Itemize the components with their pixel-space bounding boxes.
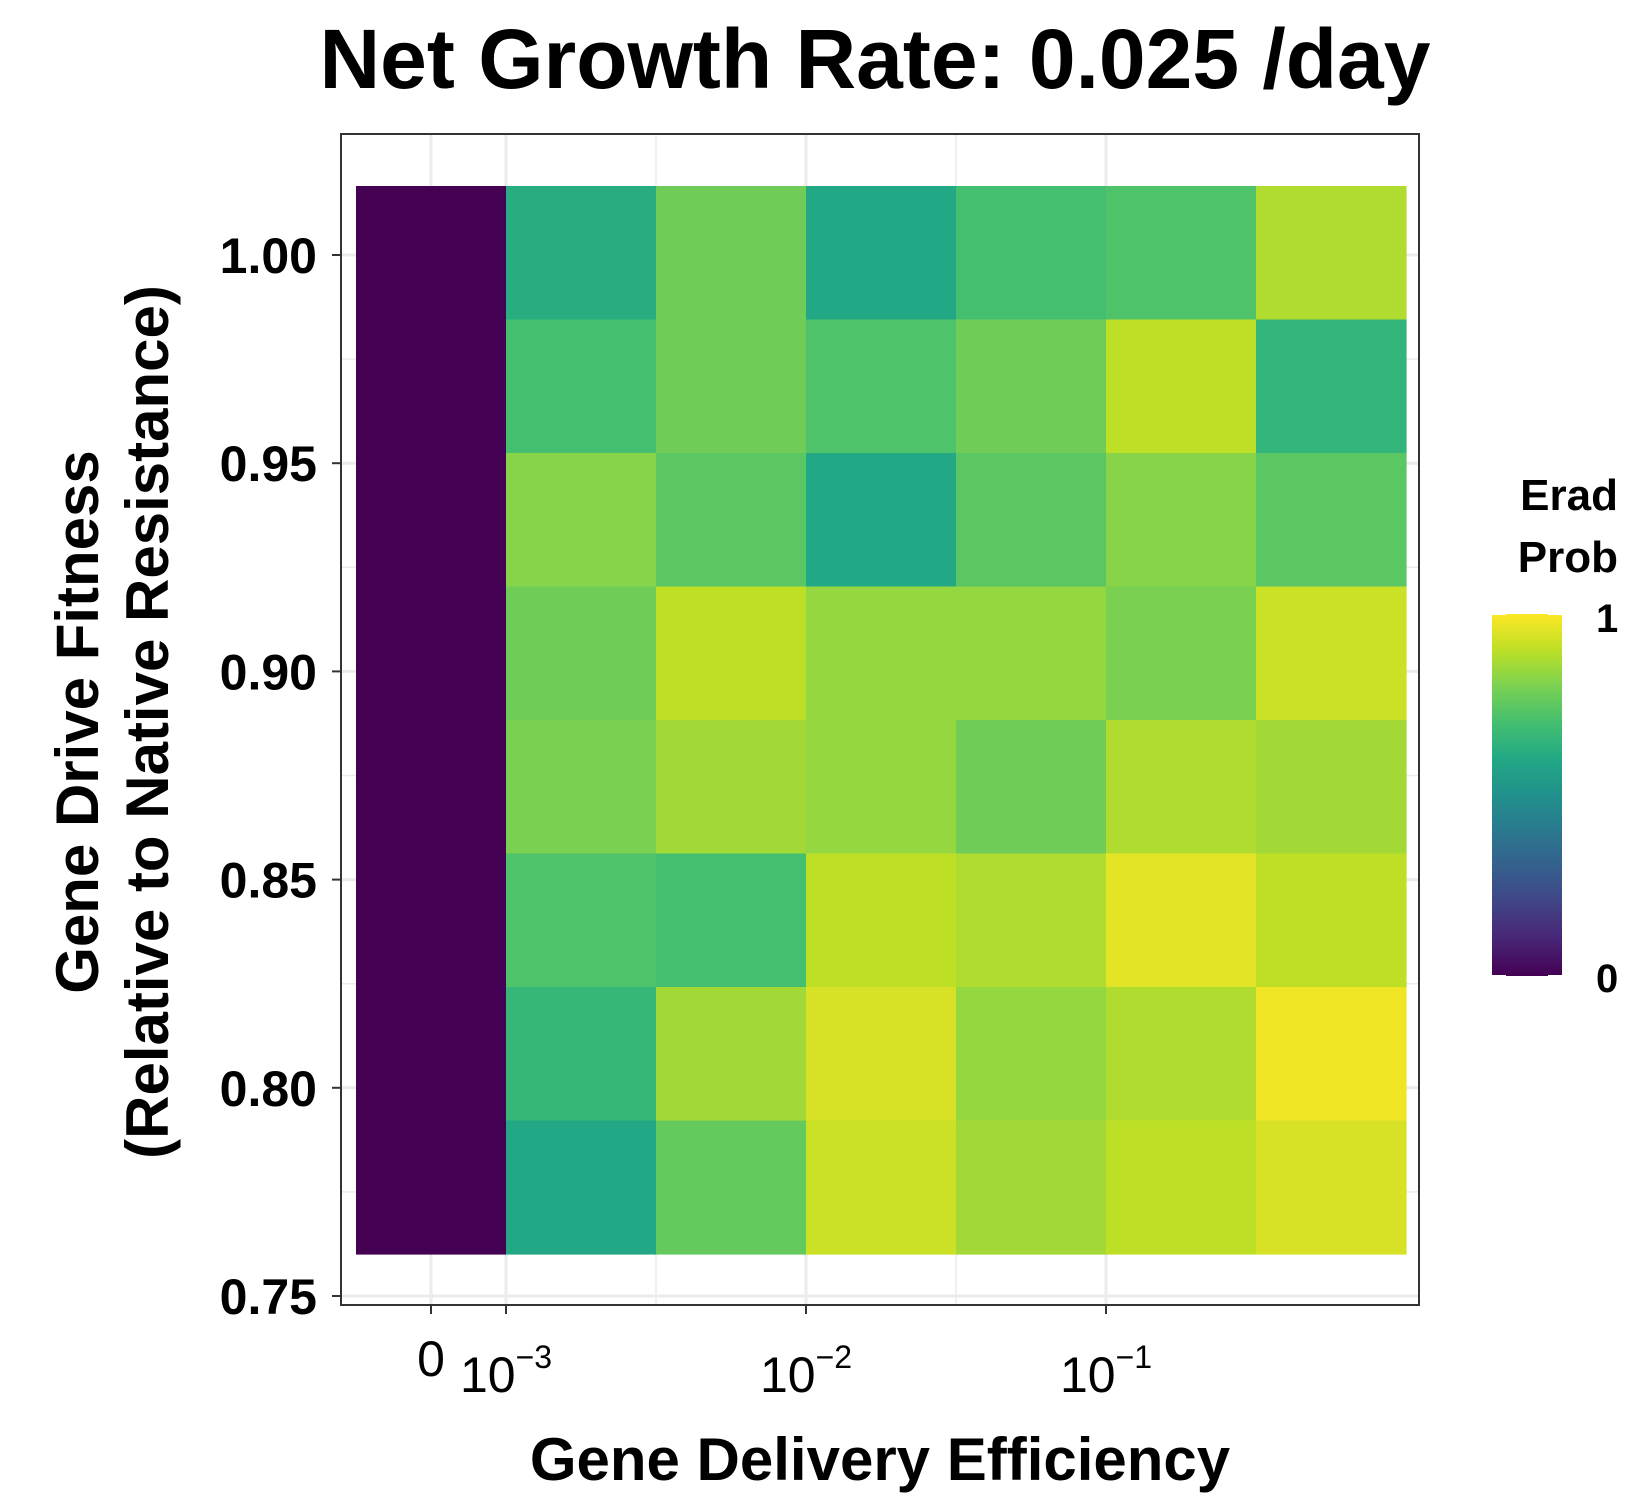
heatmap-cell-r0-c1: [506, 186, 657, 321]
heatmap-cell-r7-c4: [956, 1120, 1107, 1255]
legend: Erad Prob 1 0: [1492, 471, 1618, 1001]
heatmap-cell-r1-c5: [1106, 319, 1257, 454]
heatmap-cell-r3-c2: [656, 586, 807, 721]
heatmap-cell-r7-c5: [1106, 1120, 1257, 1255]
heatmap-cell-r1-c4: [956, 319, 1107, 454]
x-tick-labels: 0 10−3 10−2 10−1: [417, 1331, 1152, 1403]
y-tick-label: 0.80: [220, 1061, 317, 1117]
x-tick-label: 0: [417, 1331, 445, 1387]
heatmap-cell-r3-c0: [356, 586, 507, 721]
heatmap-cell-r2-c3: [806, 453, 957, 588]
legend-label-max: 1: [1596, 597, 1618, 641]
y-tick-label: 0.90: [220, 644, 317, 700]
heatmap-cell-r6-c3: [806, 987, 957, 1122]
heatmap-cell-r4-c1: [506, 720, 657, 855]
heatmap-cell-r4-c6: [1256, 720, 1407, 855]
heatmap-cell-r5-c1: [506, 853, 657, 988]
legend-title-line-2: Prob: [1518, 533, 1618, 582]
heatmap-cell-r0-c4: [956, 186, 1107, 321]
heatmap-cell-r0-c0: [356, 186, 507, 321]
heatmap-cell-r5-c4: [956, 853, 1107, 988]
y-tick-label: 0.85: [220, 853, 317, 909]
x-tick-label: 10−2: [760, 1339, 852, 1403]
y-tick-label: 1.00: [220, 228, 317, 284]
plot-panel-border: [340, 133, 1420, 1306]
heatmap-cell-r6-c4: [956, 987, 1107, 1122]
x-tick-label: 10−3: [460, 1339, 552, 1403]
heatmap-cell-r2-c0: [356, 453, 507, 588]
y-axis-title-line-2: (Relative to Native Resistance): [114, 285, 181, 1159]
y-axis-title-line-1: Gene Drive Fitness: [44, 450, 111, 994]
heatmap-cell-r7-c1: [506, 1120, 657, 1255]
heatmap-cell-r7-c3: [806, 1120, 957, 1255]
heatmap-cell-r4-c5: [1106, 720, 1257, 855]
legend-label-min: 0: [1596, 957, 1618, 1001]
y-tick-label: 0.75: [220, 1269, 317, 1325]
heatmap-cell-r4-c3: [806, 720, 957, 855]
heatmap-cell-r1-c1: [506, 319, 657, 454]
legend-colorbar: [1492, 614, 1562, 976]
heatmap-cell-r6-c0: [356, 987, 507, 1122]
x-axis-title: Gene Delivery Efficiency: [530, 1426, 1231, 1493]
heatmap-cell-r3-c3: [806, 586, 957, 721]
axis-ticks: [332, 254, 1107, 1314]
heatmap-cell-r4-c4: [956, 720, 1107, 855]
heatmap-cell-r4-c0: [356, 720, 507, 855]
y-tick-label: 0.95: [220, 436, 317, 492]
heatmap-cell-r3-c4: [956, 586, 1107, 721]
x-tick-label: 10−1: [1060, 1339, 1152, 1403]
heatmap-cell-r2-c2: [656, 453, 807, 588]
heatmap-cell-r2-c4: [956, 453, 1107, 588]
heatmap-cell-r6-c6: [1256, 987, 1407, 1122]
heatmap-cell-r5-c6: [1256, 853, 1407, 988]
heatmap-cell-r1-c2: [656, 319, 807, 454]
heatmap-cell-r0-c3: [806, 186, 957, 321]
y-tick-labels: 1.00 0.95 0.90 0.85 0.80 0.75: [220, 228, 317, 1325]
heatmap-cell-r6-c2: [656, 987, 807, 1122]
heatmap-cell-r6-c5: [1106, 987, 1257, 1122]
heatmap-cell-r5-c2: [656, 853, 807, 988]
heatmap-cell-r5-c0: [356, 853, 507, 988]
heatmap-cell-r7-c6: [1256, 1120, 1407, 1255]
heatmap-cell-r0-c5: [1106, 186, 1257, 321]
heatmap-cell-r5-c5: [1106, 853, 1257, 988]
heatmap-cell-r6-c1: [506, 987, 657, 1122]
heatmap-cell-r2-c1: [506, 453, 657, 588]
heatmap-cell-r1-c3: [806, 319, 957, 454]
heatmap-cell-r3-c6: [1256, 586, 1407, 721]
heatmap-cell-r7-c2: [656, 1120, 807, 1255]
legend-title-line-1: Erad: [1520, 471, 1618, 520]
heatmap-cell-r4-c2: [656, 720, 807, 855]
heatmap-cell-r3-c1: [506, 586, 657, 721]
chart-title: Net Growth Rate: 0.025 /day: [320, 12, 1431, 106]
heatmap-cell-r3-c5: [1106, 586, 1257, 721]
heatmap-cell-r1-c0: [356, 319, 507, 454]
heatmap-cell-r5-c3: [806, 853, 957, 988]
heatmap-cells: [356, 186, 1407, 1255]
heatmap-cell-r2-c6: [1256, 453, 1407, 588]
heatmap-cell-r0-c6: [1256, 186, 1407, 321]
heatmap-cell-r7-c0: [356, 1120, 507, 1255]
heatmap-cell-r2-c5: [1106, 453, 1257, 588]
heatmap-cell-r0-c2: [656, 186, 807, 321]
heatmap-cell-r1-c6: [1256, 319, 1407, 454]
